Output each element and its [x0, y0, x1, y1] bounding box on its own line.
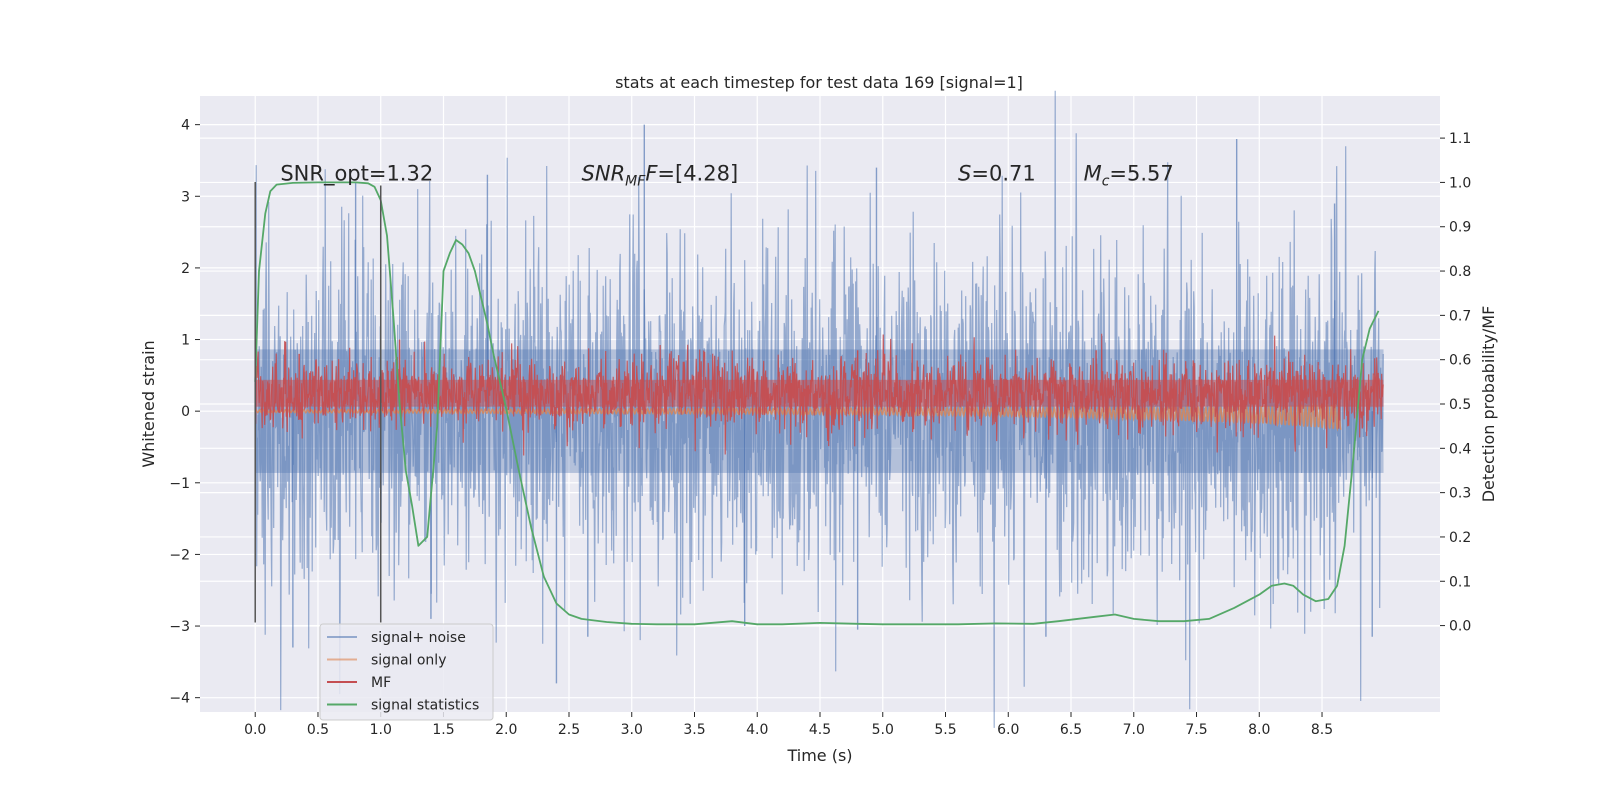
annotation-snr-opt: SNR_opt=1.32 [280, 162, 433, 187]
x-tick-label: 8.5 [1311, 722, 1333, 738]
signal-statistics-line [254, 181, 1380, 626]
legend-label: signal+ noise [371, 630, 466, 646]
x-axis-label: Time (s) [786, 746, 852, 765]
x-tick-label: 7.0 [1123, 722, 1145, 738]
x-tick-label: 2.5 [558, 722, 580, 738]
y-tick-label: −1 [169, 476, 190, 492]
y-tick-label: −3 [169, 619, 190, 635]
y2-tick-label: 0.0 [1449, 619, 1471, 635]
x-tick-label: 2.0 [495, 722, 517, 738]
series-signal-only [254, 403, 1342, 432]
x-tick-label: 3.0 [621, 722, 643, 738]
annotation-snr-mf: SNRMFF=[4.28] [582, 162, 739, 190]
vertical-markers [254, 181, 382, 623]
y-tick-label: 2 [181, 261, 190, 277]
chart-title: stats at each timestep for test data 169… [615, 73, 1023, 92]
y2-tick-label: 0.2 [1449, 530, 1471, 546]
y-tick-label: 0 [181, 404, 190, 420]
x-tick-label: 0.5 [307, 722, 329, 738]
series-layer [254, 90, 1384, 728]
y2-axis-label: Detection probability/MF [1479, 306, 1498, 503]
series-signal-statistics [254, 181, 1380, 626]
mf-core [255, 379, 1384, 407]
x-tick-label: 0.0 [244, 722, 266, 738]
x-tick-label: 6.0 [997, 722, 1019, 738]
x-tick-label: 5.0 [872, 722, 894, 738]
y2-tick-label: 0.8 [1449, 264, 1471, 280]
y2-tick-label: 0.3 [1449, 486, 1471, 502]
x-tick-label: 8.0 [1248, 722, 1270, 738]
annotations: SNR_opt=1.32 SNRMFF=[4.28] S=0.71 Mc=5.57 [280, 162, 1173, 190]
signal-noise-trace [254, 90, 1384, 728]
y2-tick-label: 0.4 [1449, 441, 1471, 457]
y2-tick-label: 0.9 [1449, 220, 1471, 236]
y2-tick-label: 1.0 [1449, 175, 1471, 191]
y-tick-label: −2 [169, 547, 190, 563]
series-mf [254, 333, 1384, 456]
x-tick-label: 7.5 [1185, 722, 1207, 738]
y2-tick-label: 0.5 [1449, 397, 1471, 413]
x-tick-label: 6.5 [1060, 722, 1082, 738]
y-tick-label: 4 [181, 118, 190, 134]
legend-label: signal only [371, 653, 446, 669]
legend-box [319, 623, 494, 721]
x-ticks: 0.0 0.5 1.0 1.5 2.0 2.5 3.0 3.5 4.0 4.5 5.0 5.5 6.0 6… [244, 712, 1333, 738]
y-right-ticks: 0.0 0.1 0.2 0.3 0.4 0.5 0.6 0.7 0.8 0.9 1.0 1.1 [1440, 131, 1471, 635]
x-tick-label: 1.5 [432, 722, 454, 738]
x-tick-label: 5.5 [934, 722, 956, 738]
x-tick-label: 3.5 [683, 722, 705, 738]
legend: signal+ noise signal only MF signal statist… [319, 623, 494, 721]
y2-tick-label: 0.6 [1449, 353, 1471, 369]
x-tick-label: 4.0 [746, 722, 768, 738]
y-left-ticks: −4 −3 −2 −1 0 1 2 3 4 [169, 118, 200, 707]
y-axis-label: Whitened strain [139, 340, 158, 467]
legend-label: signal statistics [371, 698, 479, 714]
x-tick-label: 1.0 [370, 722, 392, 738]
y2-tick-label: 0.1 [1449, 574, 1471, 590]
y-tick-label: 3 [181, 189, 190, 205]
annotation-mc-value: Mc=5.57 [1084, 162, 1174, 190]
legend-label: MF [371, 675, 391, 691]
y2-tick-label: 1.1 [1449, 131, 1471, 147]
y-tick-label: −4 [169, 691, 190, 707]
annotation-s-value: S=0.71 [958, 162, 1036, 186]
signal-only-trace [254, 403, 1342, 432]
y-tick-label: 1 [181, 333, 190, 349]
x-tick-label: 4.5 [809, 722, 831, 738]
y2-tick-label: 0.7 [1449, 308, 1471, 324]
